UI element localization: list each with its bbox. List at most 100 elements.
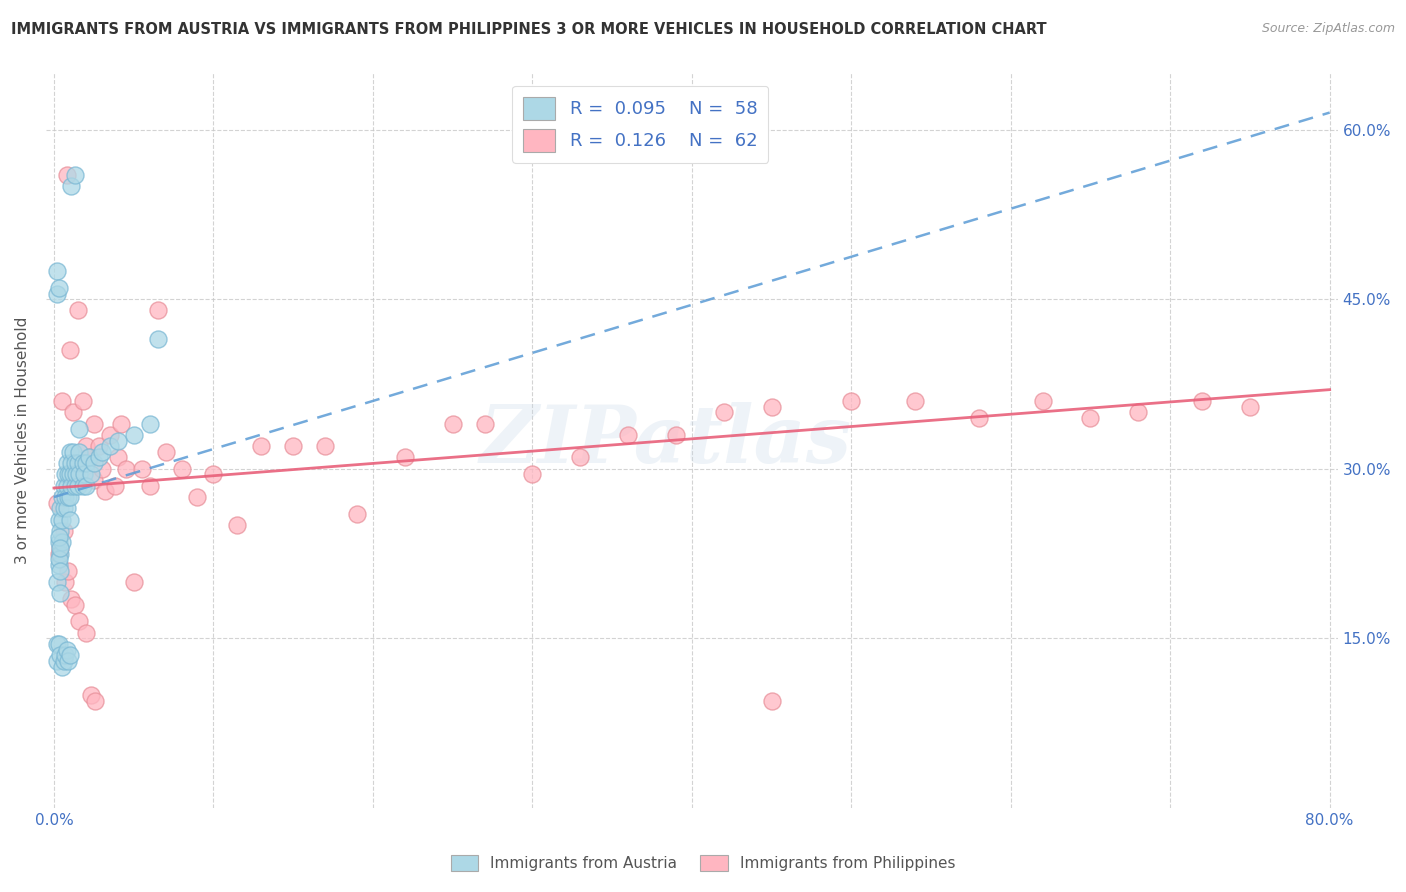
- Point: [49, 541, 72, 555]
- Point: [49, 648, 72, 663]
- Point: [665, 428, 688, 442]
- Point: [281, 439, 304, 453]
- Point: [58, 490, 80, 504]
- Point: [146, 303, 169, 318]
- Point: [52, 479, 75, 493]
- Legend: R =  0.095    N =  58, R =  0.126    N =  62: R = 0.095 N = 58, R = 0.126 N = 62: [512, 86, 768, 162]
- Point: [55, 642, 77, 657]
- Point: [58, 467, 80, 482]
- Point: [48, 281, 70, 295]
- Point: [48, 552, 70, 566]
- Point: [49, 586, 72, 600]
- Point: [72, 479, 94, 493]
- Point: [59, 490, 82, 504]
- Point: [761, 400, 783, 414]
- Point: [314, 439, 336, 453]
- Point: [66, 303, 89, 318]
- Point: [114, 462, 136, 476]
- Point: [138, 479, 160, 493]
- Point: [122, 428, 145, 442]
- Point: [48, 513, 70, 527]
- Point: [53, 574, 76, 589]
- Point: [90, 445, 112, 459]
- Point: [59, 445, 82, 459]
- Point: [155, 445, 177, 459]
- Point: [53, 490, 76, 504]
- Point: [63, 598, 86, 612]
- Point: [131, 462, 153, 476]
- Point: [73, 467, 96, 482]
- Point: [761, 693, 783, 707]
- Point: [122, 574, 145, 589]
- Point: [63, 456, 86, 470]
- Point: [186, 490, 208, 504]
- Point: [75, 439, 97, 453]
- Point: [49, 524, 72, 538]
- Point: [53, 648, 76, 663]
- Point: [83, 473, 105, 487]
- Y-axis label: 3 or more Vehicles in Household: 3 or more Vehicles in Household: [15, 317, 30, 565]
- Point: [59, 648, 82, 663]
- Point: [66, 462, 89, 476]
- Point: [90, 462, 112, 476]
- Point: [77, 450, 100, 465]
- Point: [60, 179, 83, 194]
- Point: [46, 286, 69, 301]
- Point: [839, 393, 862, 408]
- Point: [49, 541, 72, 555]
- Point: [98, 428, 121, 442]
- Point: [72, 393, 94, 408]
- Point: [69, 615, 91, 629]
- Point: [87, 450, 110, 465]
- Point: [51, 535, 73, 549]
- Point: [55, 479, 77, 493]
- Point: [62, 467, 84, 482]
- Point: [59, 513, 82, 527]
- Point: [63, 479, 86, 493]
- Point: [69, 467, 91, 482]
- Point: [441, 417, 464, 431]
- Point: [48, 547, 70, 561]
- Point: [84, 693, 107, 707]
- Point: [59, 467, 82, 482]
- Point: [904, 393, 927, 408]
- Point: [49, 501, 72, 516]
- Point: [1080, 411, 1102, 425]
- Point: [52, 524, 75, 538]
- Point: [49, 547, 72, 561]
- Point: [62, 445, 84, 459]
- Point: [52, 501, 75, 516]
- Point: [75, 456, 97, 470]
- Point: [103, 479, 125, 493]
- Point: [1191, 393, 1213, 408]
- Text: Source: ZipAtlas.com: Source: ZipAtlas.com: [1261, 22, 1395, 36]
- Point: [48, 637, 70, 651]
- Point: [94, 484, 117, 499]
- Point: [617, 428, 640, 442]
- Point: [60, 479, 83, 493]
- Point: [250, 439, 273, 453]
- Point: [110, 417, 132, 431]
- Point: [474, 417, 496, 431]
- Point: [58, 564, 80, 578]
- Point: [51, 393, 73, 408]
- Point: [46, 574, 69, 589]
- Text: IMMIGRANTS FROM AUSTRIA VS IMMIGRANTS FROM PHILIPPINES 3 OR MORE VEHICLES IN HOU: IMMIGRANTS FROM AUSTRIA VS IMMIGRANTS FR…: [11, 22, 1047, 37]
- Point: [46, 264, 69, 278]
- Legend: Immigrants from Austria, Immigrants from Philippines: Immigrants from Austria, Immigrants from…: [444, 849, 962, 877]
- Point: [202, 467, 225, 482]
- Point: [58, 654, 80, 668]
- Point: [72, 456, 94, 470]
- Point: [48, 535, 70, 549]
- Point: [52, 654, 75, 668]
- Point: [59, 343, 82, 357]
- Point: [51, 490, 73, 504]
- Point: [77, 450, 100, 465]
- Point: [138, 417, 160, 431]
- Point: [107, 434, 129, 448]
- Point: [63, 168, 86, 182]
- Point: [66, 479, 89, 493]
- Point: [46, 654, 69, 668]
- Point: [394, 450, 416, 465]
- Point: [522, 467, 544, 482]
